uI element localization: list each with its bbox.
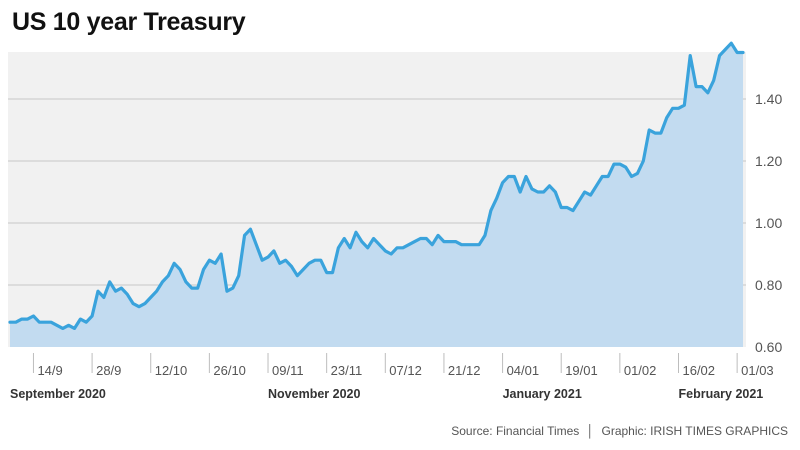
source-label: Source: Financial Times bbox=[451, 424, 580, 438]
month-label: November 2020 bbox=[268, 387, 360, 401]
x-tick-label: 26/10 bbox=[213, 363, 246, 378]
x-tick-label: 21/12 bbox=[448, 363, 481, 378]
chart-title: US 10 year Treasury bbox=[12, 8, 246, 36]
x-tick-label: 14/9 bbox=[37, 363, 62, 378]
x-tick-label: 07/12 bbox=[389, 363, 422, 378]
source-line: Source: Financial Times │ Graphic: IRISH… bbox=[451, 424, 788, 438]
x-tick-label: 12/10 bbox=[155, 363, 188, 378]
y-tick-label: 0.80 bbox=[755, 277, 782, 293]
separator: │ bbox=[586, 424, 595, 438]
area-fill bbox=[10, 43, 743, 347]
x-tick-label: 23/11 bbox=[331, 363, 363, 378]
x-tick-label: 01/03 bbox=[741, 363, 774, 378]
month-label: February 2021 bbox=[678, 387, 763, 401]
x-tick-label: 19/01 bbox=[565, 363, 598, 378]
month-label: September 2020 bbox=[10, 387, 106, 401]
y-tick-label: 1.20 bbox=[755, 153, 782, 169]
x-tick-label: 01/02 bbox=[624, 363, 657, 378]
x-tick-label: 28/9 bbox=[96, 363, 121, 378]
series-line bbox=[8, 41, 745, 330]
graphic-credit: Graphic: IRISH TIMES GRAPHICS bbox=[601, 424, 789, 438]
x-tick-label: 04/01 bbox=[507, 363, 540, 378]
y-tick-label: 1.40 bbox=[755, 91, 782, 107]
month-label: January 2021 bbox=[503, 387, 582, 401]
y-tick-label: 1.00 bbox=[755, 215, 782, 231]
x-tick-label: 16/02 bbox=[682, 363, 715, 378]
y-tick-label: 0.60 bbox=[755, 339, 782, 355]
x-tick-label: 09/11 bbox=[272, 363, 304, 378]
